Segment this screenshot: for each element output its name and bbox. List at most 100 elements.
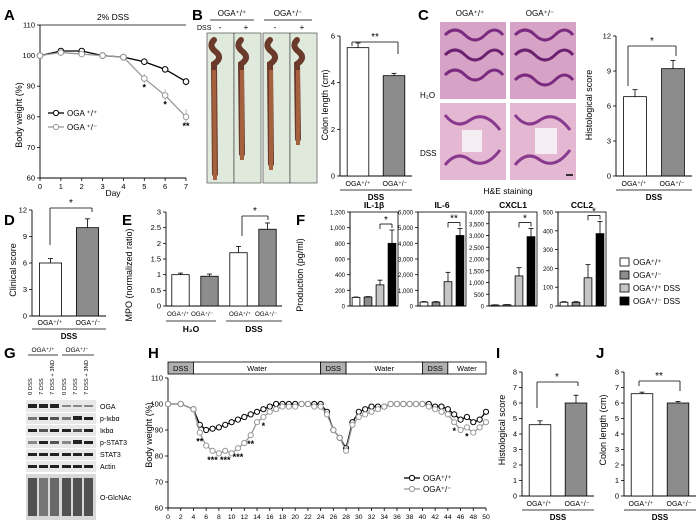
panel-i-ytick-label: 7 xyxy=(513,383,517,392)
phase-segment xyxy=(447,361,487,375)
panel-h-point xyxy=(260,413,267,421)
panel-f-il6: 0 1,000 2,000 3,000 4,000 5,000 6,000 IL-6** xyxy=(398,200,467,311)
panel-a-ylabel: Body weight (%) xyxy=(14,82,24,148)
panel-h-point xyxy=(298,400,305,408)
panel-h-point xyxy=(349,421,356,428)
panel-h-point xyxy=(292,403,299,410)
panel-h-xtick-label: 32 xyxy=(368,514,376,521)
panel-h-sig-mark: * xyxy=(452,426,456,436)
panel-f-4-ytick-label: 400 xyxy=(543,229,554,235)
panel-f-frame xyxy=(417,211,467,307)
panel-e: E MPO (normalized ratio) 0 0.5 1 1.5 2 2.5 3 *… xyxy=(122,206,282,334)
panel-d-ytick-label: 3 xyxy=(23,285,27,294)
he-stain-images xyxy=(440,22,576,180)
panel-h-point xyxy=(368,403,375,410)
panel-h-legend: OGA⁺/⁺ OGA⁺/⁻ xyxy=(404,474,451,494)
panel-e-ytick-label: 2.5 xyxy=(151,223,161,232)
panel-h-xtick-label: 16 xyxy=(266,514,274,521)
panel-f-legend-1: OGA⁺/⁺ xyxy=(633,258,661,267)
panel-f-3-bar xyxy=(526,236,536,307)
panel-d-sig: * xyxy=(69,198,73,209)
panel-b-mark-4: + xyxy=(300,23,305,32)
panel-j-xlabel-1: OGA⁺/⁺ xyxy=(629,501,654,508)
panel-h-point xyxy=(457,426,464,434)
panel-h-xtick-label: 46 xyxy=(457,514,465,521)
panel-a-axes: 60 70 80 90 100 110 0 1 2 3 4 5 6 7 xyxy=(22,21,188,192)
panel-f-4-ytick-label: 500 xyxy=(543,211,554,217)
panel-h-point xyxy=(215,424,222,431)
panel-h-xtick-label: 28 xyxy=(342,514,350,521)
phase-label: DSS xyxy=(326,364,341,373)
panel-d-ytick-label: 0 xyxy=(23,312,27,321)
panel-h-point xyxy=(215,450,222,457)
panel-b-ylabel: Colon length (cm) xyxy=(320,69,330,140)
panel-f-1-ytick-label: 600 xyxy=(335,258,346,264)
panel-a-point xyxy=(182,78,190,85)
panel-h-point xyxy=(342,447,350,454)
panel-j-bar xyxy=(630,393,654,497)
panel-i-ytick-label: 4 xyxy=(513,430,517,439)
panel-a-banner: 2% DSS xyxy=(97,12,129,22)
panel-h-point xyxy=(323,411,331,418)
panel-a-point xyxy=(36,52,44,59)
panel-h-point xyxy=(400,400,407,408)
panel-f-1-ytick-label: 800 xyxy=(335,242,346,248)
panel-e-bar xyxy=(200,275,219,307)
panel-h-point xyxy=(406,400,413,408)
panel-f: F Production (pg/ml) 0 200 400 600 800 1,000 1… xyxy=(295,200,680,312)
panel-h-point xyxy=(419,400,426,408)
panel-h-ytick-label: 80 xyxy=(155,452,163,461)
panel-i-ytick-label: 1 xyxy=(513,476,517,485)
blot-label-p-stat3: p-STAT3 xyxy=(100,440,127,447)
blot-label-p-ikba: p-Iκbα xyxy=(100,416,120,423)
panel-h-point xyxy=(457,416,464,423)
panel-a-ytick-label: 110 xyxy=(23,21,35,30)
panel-f-2-ytick-label: 5,000 xyxy=(398,226,414,232)
panel-h-point xyxy=(387,400,394,408)
panel-f-3-bar xyxy=(514,275,524,307)
lane-label-3: 7 DSS + 3ND xyxy=(50,360,56,395)
phase-label: DSS xyxy=(173,364,188,373)
panel-f-1-ytick-label: 200 xyxy=(335,289,346,295)
panel-b-mark-3: - xyxy=(274,23,277,32)
panel-i-ytick-label: 2 xyxy=(513,461,517,470)
panel-g-group-het: OGA⁺/⁻ xyxy=(65,347,89,354)
panel-h-xtick-label: 10 xyxy=(228,514,236,521)
panel-a-point xyxy=(99,52,106,59)
panel-c-bar xyxy=(661,68,685,177)
panel-f-legend-3: OGA⁺/⁺ DSS xyxy=(633,284,680,293)
panel-h-letter: H xyxy=(148,345,159,362)
panel-h-point xyxy=(266,408,273,415)
blot-label-oga: OGA xyxy=(100,404,116,411)
western-blot-image xyxy=(26,400,96,520)
panel-f-sig: ** xyxy=(450,213,458,224)
panel-h-xtick-label: 24 xyxy=(317,514,325,521)
panel-j-ytick-label: 3 xyxy=(615,445,619,454)
phase-label: DSS xyxy=(427,364,442,373)
panel-a: A Body weight (%) 2% DSS 60 70 80 90 100 110 0… xyxy=(4,7,190,198)
blot-label-stat3: STAT3 xyxy=(100,452,121,459)
panel-c-ytick-label: 0 xyxy=(607,172,611,181)
panel-f-4-ytick-label: 100 xyxy=(543,286,554,292)
panel-h-point xyxy=(482,419,490,426)
panel-b-group-het: OGA⁺/⁻ xyxy=(274,9,302,18)
panel-f-2-bar xyxy=(455,235,465,307)
panel-f-4-bar xyxy=(559,301,569,307)
panel-c-ytick-label: 9 xyxy=(607,67,611,76)
panel-g-blot-labels: OGA p-Iκbα Iκbα p-STAT3 STAT3 Actin O-Gl… xyxy=(100,404,132,502)
panel-h-point xyxy=(241,439,248,447)
panel-f-2-ytick-label: 1,000 xyxy=(398,289,414,295)
panel-d-xlabel-1: OGA⁺/⁺ xyxy=(38,320,63,327)
panel-f-title: CXCL1 xyxy=(499,200,527,210)
panel-c-xlabel-2: OGA⁺/⁻ xyxy=(660,181,685,188)
colon-photos xyxy=(206,32,318,184)
panel-f-4-ytick-label: 300 xyxy=(543,248,554,254)
panel-h-xtick-label: 36 xyxy=(393,514,401,521)
panel-f-1-ytick-label: 1,000 xyxy=(330,226,346,232)
panel-f-4-ytick-label: 0 xyxy=(550,305,554,311)
panel-f-2-bar xyxy=(419,301,429,307)
panel-d-bar xyxy=(39,262,63,317)
panel-f-3-ytick-label: 3,500 xyxy=(469,222,485,228)
